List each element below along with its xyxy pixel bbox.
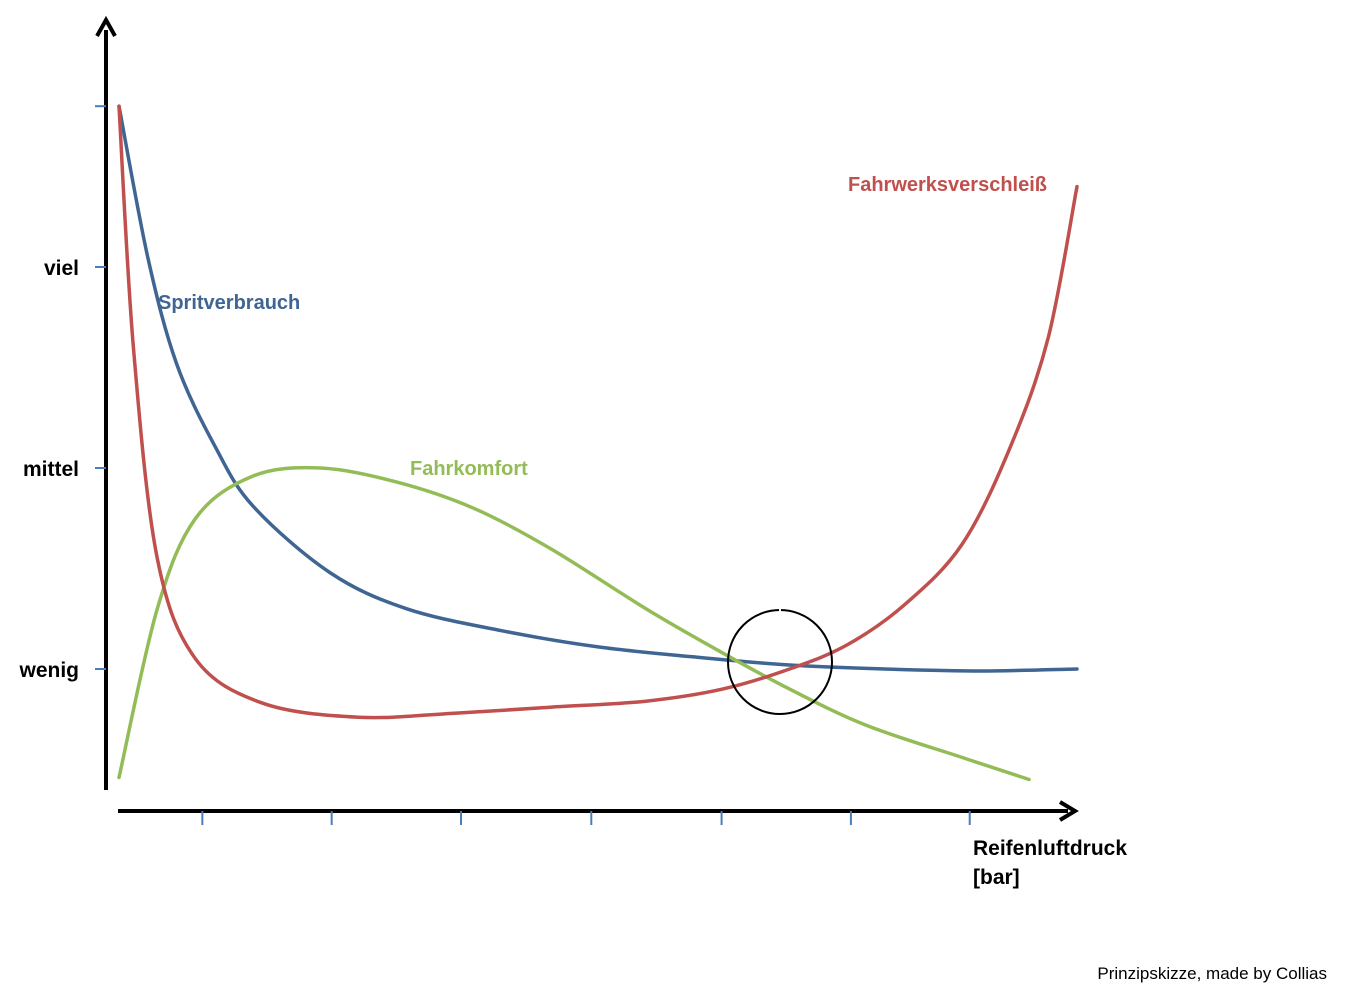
series-lines <box>117 104 1079 782</box>
series-line-1 <box>117 465 1031 782</box>
y-tick-label: wenig <box>18 659 79 682</box>
x-ticks <box>201 811 971 825</box>
y-tick-label: mittel <box>23 458 79 481</box>
series-line-2 <box>117 104 1079 720</box>
series-label-1: Fahrkomfort <box>410 458 528 480</box>
y-axis-arrow <box>95 15 117 37</box>
y-tick-label: viel <box>44 257 79 280</box>
series-label-0: Spritverbrauch <box>158 292 300 314</box>
x-axis-label-line1: Reifenluftdruck <box>973 837 1127 860</box>
y-ticks <box>95 105 106 670</box>
series-label-2: Fahrwerksverschleiß <box>848 174 1047 196</box>
x-axis-arrow <box>1058 800 1079 822</box>
y-tick-labels: viel mittel wenig <box>18 257 79 682</box>
series-labels: Spritverbrauch Fahrkomfort Fahrwerksversch… <box>158 174 1047 480</box>
series-line-0 <box>117 104 1079 673</box>
x-axis-label-line2: [bar] <box>973 866 1020 889</box>
credit-annotation: Prinzipskizze, made by Collias <box>1097 964 1327 983</box>
